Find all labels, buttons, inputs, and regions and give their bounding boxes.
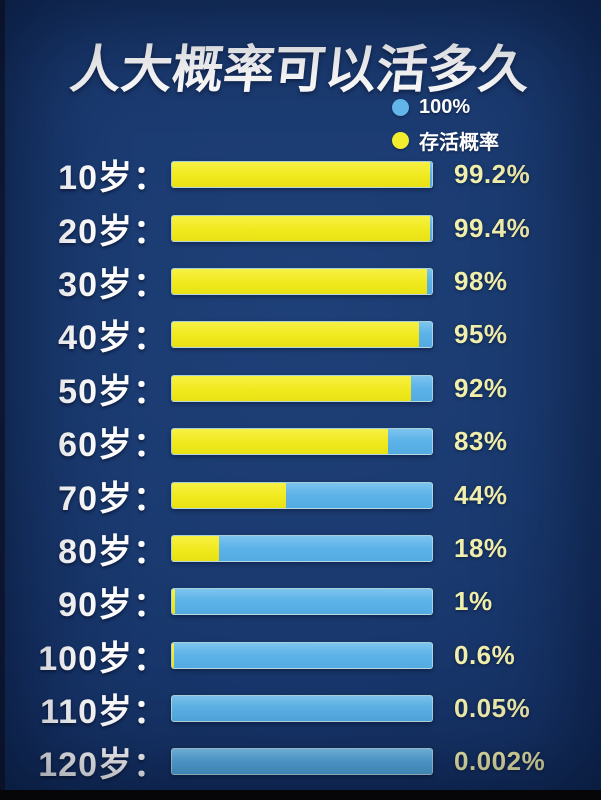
chart-row-age-70: 70岁： 44% <box>0 468 601 521</box>
bar-track <box>171 695 433 723</box>
bar-fill-yellow <box>172 268 427 294</box>
age-label: 50岁： <box>58 372 168 411</box>
chart-title: 人大概率可以活多久 <box>67 41 533 98</box>
bar-track <box>171 214 433 242</box>
value-label: 18% <box>454 532 508 563</box>
value-label: 98% <box>454 265 508 296</box>
legend-item-survival-probability: 存活概率 <box>392 126 499 155</box>
yellow-circle-icon <box>392 132 409 149</box>
chart-row-age-90: 90岁： 1% <box>0 575 601 628</box>
chart-row-age-60: 60岁： 83% <box>0 415 601 468</box>
age-label: 60岁： <box>58 426 168 465</box>
age-label: 40岁： <box>58 319 168 358</box>
value-label: 92% <box>454 372 508 403</box>
age-label: 90岁： <box>58 586 168 625</box>
age-label: 110岁： <box>40 693 168 732</box>
bar-fill-yellow <box>172 375 412 401</box>
chart-row-age-20: 20岁： 99.4% <box>0 201 601 254</box>
value-label: 95% <box>454 319 508 350</box>
age-label: 10岁： <box>58 159 168 198</box>
bar-fill-yellow <box>172 322 419 348</box>
legend-label: 存活概率 <box>419 132 499 154</box>
value-label: 83% <box>454 426 508 457</box>
age-label: 20岁： <box>58 212 168 251</box>
age-label: 120岁： <box>38 746 168 785</box>
age-label: 100岁： <box>38 639 168 678</box>
chart-row-age-120: 120岁： 0.002% <box>0 735 601 788</box>
value-label: 0.6% <box>454 639 516 670</box>
value-label: 0.05% <box>454 693 531 724</box>
bottom-black-strip <box>0 790 601 800</box>
bar-track <box>171 321 433 349</box>
chart-row-age-80: 80岁： 18% <box>0 522 601 575</box>
bar-track <box>171 748 433 776</box>
chart-legend: 100% 存活概率 <box>392 96 499 155</box>
chart-row-age-10: 10岁： 99.2% <box>0 148 601 201</box>
chart-row-age-50: 50岁： 92% <box>0 362 601 415</box>
value-label: 1% <box>454 586 493 617</box>
bar-track <box>171 534 433 562</box>
chart-row-age-40: 40岁： 95% <box>0 308 601 361</box>
legend-label: 100% <box>419 96 471 118</box>
bar-track <box>171 267 433 295</box>
legend-item-100-percent: 100% <box>392 96 499 119</box>
bar-track <box>171 374 433 402</box>
bar-fill-yellow <box>172 589 175 615</box>
value-label: 99.2% <box>454 159 531 190</box>
blue-circle-icon <box>392 99 409 116</box>
value-label: 0.002% <box>454 746 546 777</box>
bar-fill-yellow <box>172 535 219 561</box>
bar-fill-yellow <box>172 482 287 508</box>
bar-track <box>171 428 433 456</box>
age-label: 80岁： <box>58 532 168 571</box>
bar-fill-yellow <box>172 429 388 455</box>
value-label: 99.4% <box>454 212 531 243</box>
bar-track <box>171 161 433 189</box>
bar-track <box>171 481 433 509</box>
chart-row-age-100: 100岁： 0.6% <box>0 629 601 682</box>
bar-track <box>171 588 433 616</box>
chart-row-age-110: 110岁： 0.05% <box>0 682 601 735</box>
bar-fill-yellow <box>172 162 430 188</box>
bar-chart-rows: 10岁： 99.2% 20岁： 99.4% 30岁： 98% 40岁： <box>0 148 601 789</box>
bar-fill-yellow <box>172 215 431 241</box>
bar-track <box>171 641 433 669</box>
age-label: 30岁： <box>58 265 168 304</box>
value-label: 44% <box>454 479 508 510</box>
age-label: 70岁： <box>58 479 168 518</box>
chart-row-age-30: 30岁： 98% <box>0 255 601 308</box>
left-edge-shadow <box>0 0 5 800</box>
bar-fill-yellow <box>172 642 174 668</box>
